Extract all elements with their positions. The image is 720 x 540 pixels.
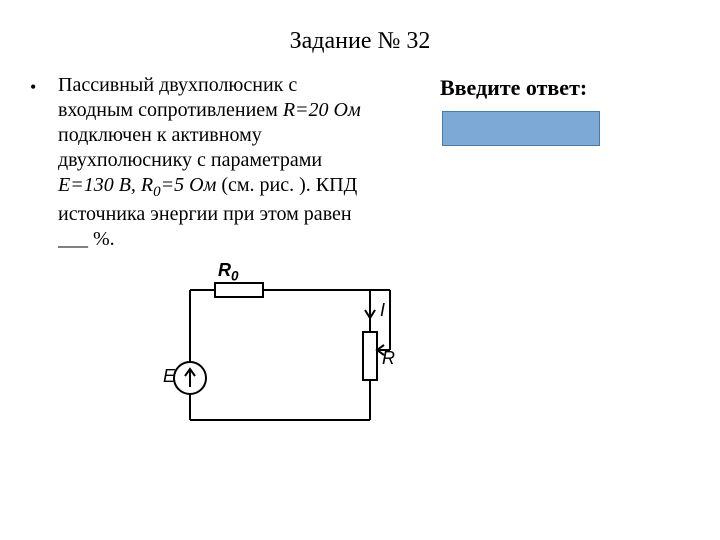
left-column: • Пассивный двухполюсник с входным сопро… bbox=[30, 73, 430, 440]
p-line2b: R=20 Ом bbox=[283, 99, 361, 121]
p-line6: источника энергии при этом равен bbox=[58, 203, 352, 225]
circuit-diagram: R0 E I R bbox=[160, 270, 400, 440]
label-r0: R0 bbox=[218, 260, 239, 284]
p-line4: двухполюснику с параметрами bbox=[58, 149, 322, 171]
task-title: Задание № 32 bbox=[0, 0, 720, 55]
problem-text: Пассивный двухполюсник с входным сопроти… bbox=[58, 73, 420, 252]
answer-input-box[interactable] bbox=[442, 111, 600, 146]
content-row: • Пассивный двухполюсник с входным сопро… bbox=[0, 55, 720, 440]
bullet: • bbox=[30, 73, 58, 252]
p-line5a: Е=130 В, R bbox=[58, 174, 153, 196]
answer-label: Введите ответ: bbox=[440, 75, 680, 101]
label-i: I bbox=[380, 300, 385, 321]
p-line5b: =5 Ом bbox=[161, 174, 217, 196]
label-e: E bbox=[163, 366, 175, 387]
p-line2a: входным сопротивлением bbox=[58, 99, 283, 121]
p-line5sub: 0 bbox=[153, 184, 161, 200]
problem-block: • Пассивный двухполюсник с входным сопро… bbox=[30, 73, 420, 252]
p-line5c: (см. рис. ). КПД bbox=[216, 174, 357, 196]
p-line7: ___ %. bbox=[58, 228, 115, 250]
label-r: R bbox=[382, 348, 395, 369]
p-line1: Пассивный двухполюсник с bbox=[58, 74, 297, 96]
right-column: Введите ответ: bbox=[430, 73, 680, 440]
p-line3: подключен к активному bbox=[58, 124, 262, 146]
